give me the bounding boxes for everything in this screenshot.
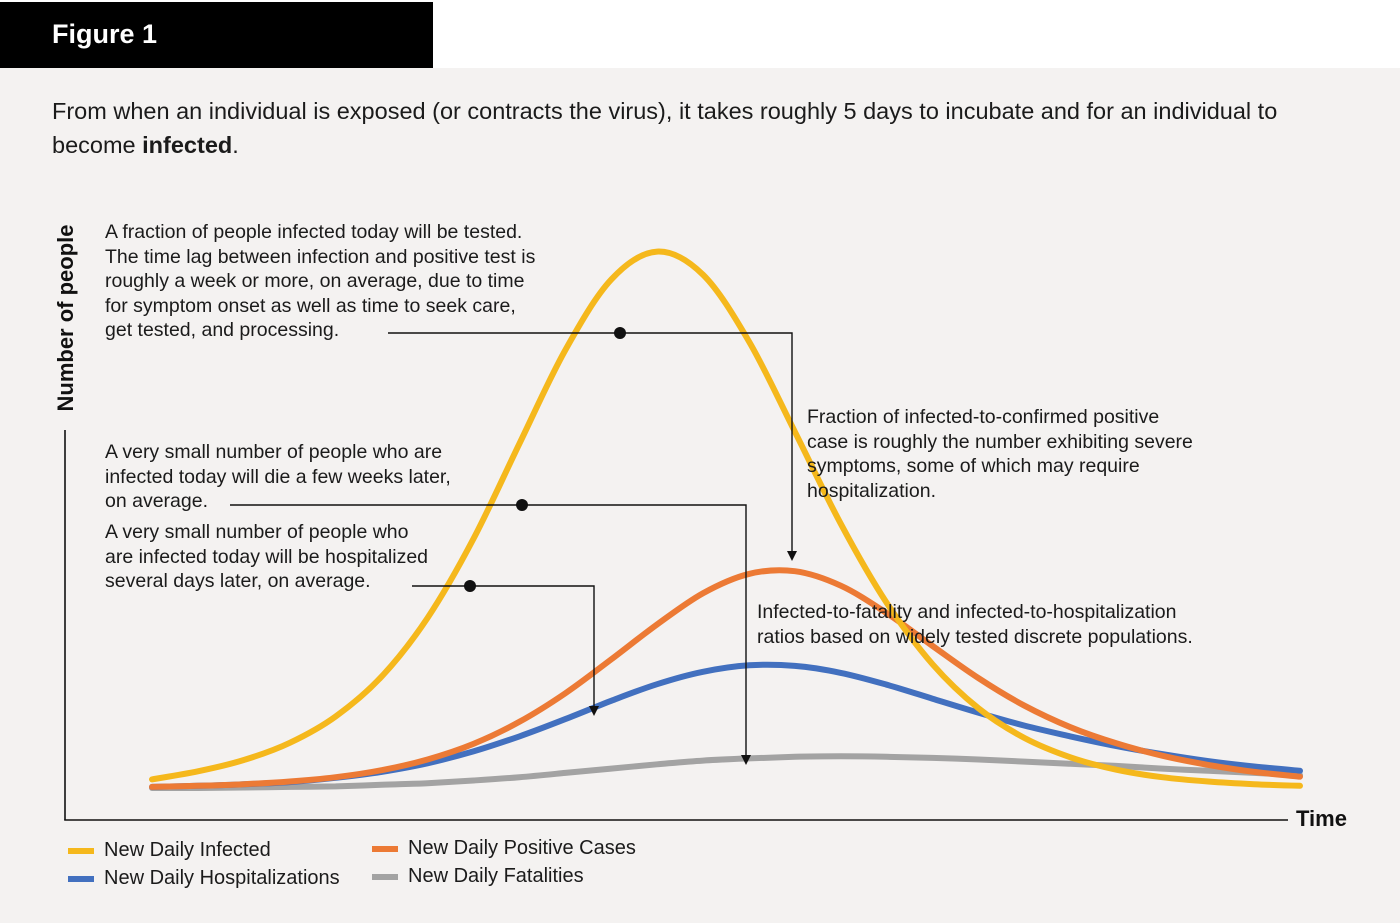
connector-arrowhead-die [741, 755, 751, 765]
connector-dot-hospitalized [464, 580, 476, 592]
connector-line-tested [388, 332, 793, 553]
legend-label-infected: New Daily Infected [104, 839, 271, 861]
intro-text: From when an individual is exposed (or c… [52, 94, 1352, 162]
legend-swatch-hospitalizations [68, 875, 94, 882]
series-line-new-daily-fatalities [149, 753, 1303, 792]
annotation-hospitalized: A very small number of people who are in… [105, 521, 429, 592]
connector-dot-tested [614, 327, 626, 339]
x-axis-label: Time [1296, 806, 1347, 831]
legend-item-fatalities: New Daily Fatalities [372, 865, 584, 888]
legend-swatch-positive [372, 845, 398, 852]
figure-label: Figure 1 [0, 2, 433, 68]
legend-item-hospitalizations: New Daily Hospitalizations [68, 867, 340, 890]
annotation-connectors [230, 327, 797, 765]
axes [64, 430, 1288, 821]
y-axis-label: Number of people [53, 224, 78, 411]
legend-item-infected: New Daily Infected [68, 839, 271, 862]
series-line-new-daily-positive-cases [149, 567, 1303, 790]
connector-arrowhead-tested [787, 551, 797, 561]
legend-swatch-fatalities [372, 873, 398, 880]
annotation-fraction: Fraction of infected-to-confirmed positi… [807, 406, 1193, 502]
intro-text-bold: infected [142, 132, 233, 158]
series-group [149, 248, 1303, 792]
intro-text-before: From when an individual is exposed (or c… [52, 98, 1278, 158]
connector-arrowhead-hospitalized [589, 706, 599, 716]
annotation-die: A very small number of people who are in… [105, 441, 451, 512]
connector-dot-die [516, 499, 528, 511]
legend-item-positive: New Daily Positive Cases [372, 837, 636, 860]
legend-label-fatalities: New Daily Fatalities [408, 865, 584, 887]
annotation-ratios: Infected-to-fatality and infected-to-hos… [757, 601, 1193, 648]
intro-text-after: . [232, 132, 239, 158]
legend-label-positive: New Daily Positive Cases [408, 837, 636, 859]
legend-swatch-infected [68, 847, 94, 854]
annotation-tested: A fraction of people infected today will… [105, 221, 536, 341]
series-line-new-daily-infected [149, 248, 1303, 789]
connector-line-die [230, 504, 747, 757]
legend-label-hospitalizations: New Daily Hospitalizations [104, 867, 340, 889]
